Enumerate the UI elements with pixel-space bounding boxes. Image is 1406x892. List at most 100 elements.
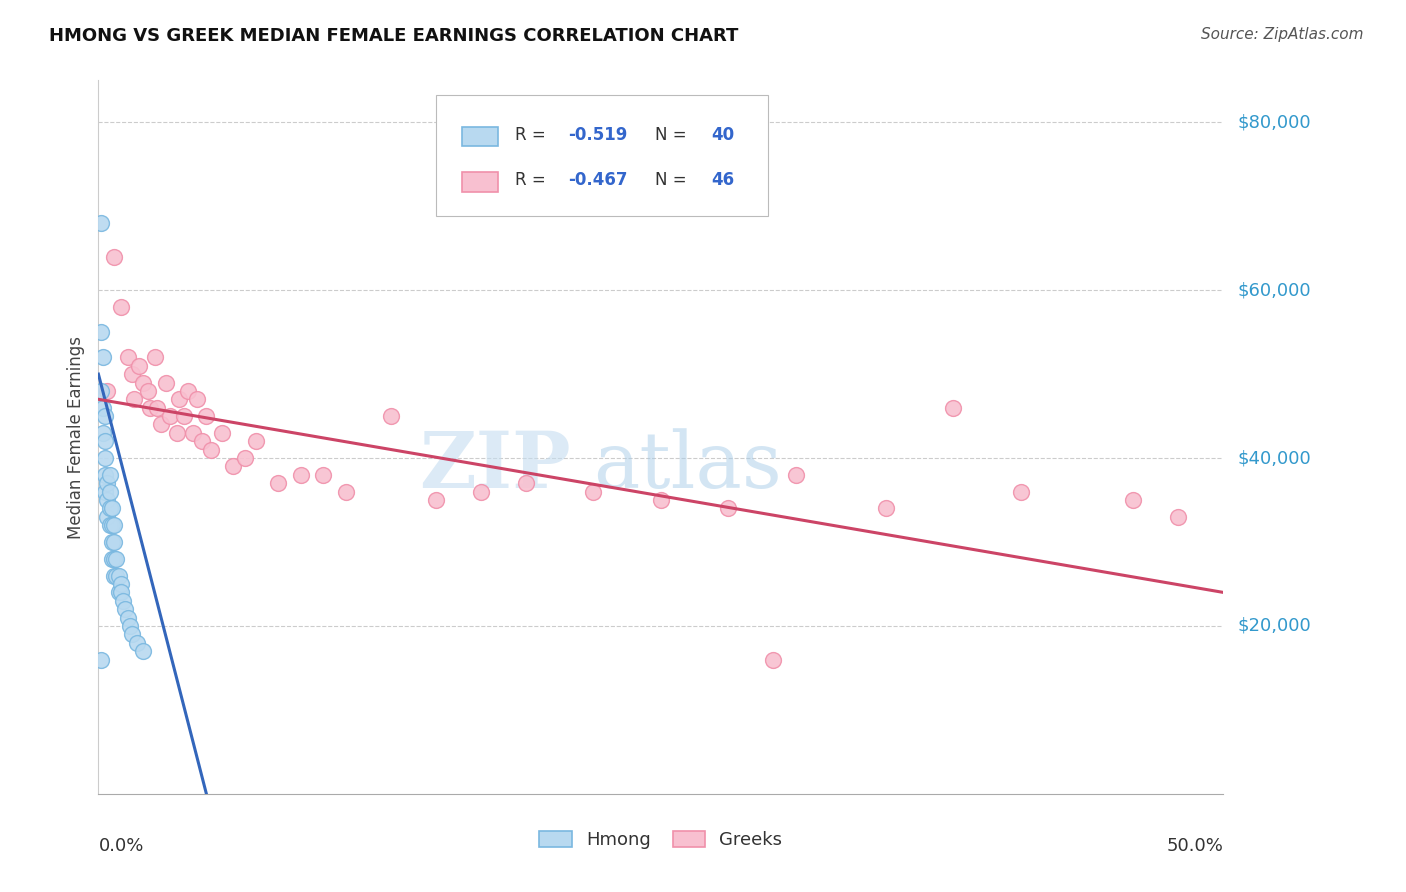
Point bbox=[91, 401, 114, 415]
Point bbox=[132, 644, 155, 658]
Point bbox=[762, 652, 785, 666]
Text: $80,000: $80,000 bbox=[1237, 113, 1310, 131]
Point bbox=[121, 367, 143, 381]
Point bbox=[582, 484, 605, 499]
Point bbox=[103, 250, 125, 264]
Point bbox=[942, 401, 965, 415]
Point bbox=[98, 484, 121, 499]
Point bbox=[181, 425, 204, 440]
Point bbox=[121, 627, 143, 641]
Point bbox=[101, 551, 124, 566]
Point bbox=[96, 384, 118, 398]
Point bbox=[105, 568, 128, 582]
Point bbox=[169, 392, 191, 407]
Point bbox=[245, 434, 267, 449]
Point bbox=[177, 384, 200, 398]
Point bbox=[96, 493, 118, 508]
Point bbox=[103, 551, 125, 566]
Point bbox=[132, 376, 155, 390]
Point bbox=[98, 501, 121, 516]
Text: 0.0%: 0.0% bbox=[98, 837, 143, 855]
Point bbox=[233, 451, 256, 466]
FancyBboxPatch shape bbox=[436, 95, 768, 216]
Point bbox=[90, 325, 112, 339]
Point bbox=[96, 476, 118, 491]
Point bbox=[166, 425, 188, 440]
Point bbox=[105, 551, 128, 566]
Point bbox=[107, 568, 129, 582]
Point bbox=[173, 409, 195, 423]
Point bbox=[150, 417, 173, 432]
Text: -0.467: -0.467 bbox=[568, 171, 628, 189]
Point bbox=[785, 467, 807, 482]
Point bbox=[312, 467, 335, 482]
Point bbox=[191, 434, 214, 449]
Point bbox=[195, 409, 218, 423]
Point bbox=[103, 535, 125, 549]
Point bbox=[380, 409, 402, 423]
Text: 50.0%: 50.0% bbox=[1167, 837, 1223, 855]
Text: 46: 46 bbox=[711, 171, 734, 189]
FancyBboxPatch shape bbox=[461, 127, 498, 146]
Point bbox=[139, 401, 162, 415]
Point bbox=[101, 501, 124, 516]
Point bbox=[103, 518, 125, 533]
Text: $60,000: $60,000 bbox=[1237, 281, 1310, 299]
Point bbox=[200, 442, 222, 457]
Point bbox=[290, 467, 312, 482]
FancyBboxPatch shape bbox=[461, 172, 498, 192]
Text: $40,000: $40,000 bbox=[1237, 449, 1310, 467]
Point bbox=[94, 467, 117, 482]
Point bbox=[146, 401, 169, 415]
Point bbox=[103, 568, 125, 582]
Point bbox=[94, 484, 117, 499]
Point bbox=[470, 484, 492, 499]
Point bbox=[211, 425, 233, 440]
Point bbox=[267, 476, 290, 491]
Point bbox=[125, 636, 148, 650]
Point bbox=[98, 467, 121, 482]
Point bbox=[101, 518, 124, 533]
Point bbox=[107, 585, 129, 599]
Text: 40: 40 bbox=[711, 126, 734, 144]
Point bbox=[128, 359, 150, 373]
Point bbox=[875, 501, 897, 516]
Point bbox=[1167, 509, 1189, 524]
Point bbox=[91, 425, 114, 440]
Point bbox=[650, 493, 672, 508]
Point bbox=[110, 585, 132, 599]
Point bbox=[717, 501, 740, 516]
Text: N =: N = bbox=[655, 171, 692, 189]
Text: $20,000: $20,000 bbox=[1237, 617, 1310, 635]
Point bbox=[90, 216, 112, 230]
Text: ZIP: ZIP bbox=[419, 427, 571, 504]
Point bbox=[118, 619, 141, 633]
Point bbox=[114, 602, 136, 616]
Text: N =: N = bbox=[655, 126, 692, 144]
Legend: Hmong, Greeks: Hmong, Greeks bbox=[531, 823, 790, 856]
Point bbox=[94, 434, 117, 449]
Text: -0.519: -0.519 bbox=[568, 126, 628, 144]
Point bbox=[425, 493, 447, 508]
Point bbox=[143, 351, 166, 365]
Text: R =: R = bbox=[515, 126, 551, 144]
Point bbox=[112, 594, 135, 608]
Point bbox=[117, 351, 139, 365]
Text: R =: R = bbox=[515, 171, 551, 189]
Point bbox=[155, 376, 177, 390]
Point bbox=[1122, 493, 1144, 508]
Point bbox=[94, 409, 117, 423]
Point bbox=[94, 451, 117, 466]
Point bbox=[101, 535, 124, 549]
Point bbox=[110, 577, 132, 591]
Y-axis label: Median Female Earnings: Median Female Earnings bbox=[67, 335, 86, 539]
Text: Source: ZipAtlas.com: Source: ZipAtlas.com bbox=[1201, 27, 1364, 42]
Point bbox=[98, 518, 121, 533]
Point bbox=[159, 409, 181, 423]
Point bbox=[90, 652, 112, 666]
Point bbox=[117, 610, 139, 624]
Point bbox=[90, 384, 112, 398]
Text: HMONG VS GREEK MEDIAN FEMALE EARNINGS CORRELATION CHART: HMONG VS GREEK MEDIAN FEMALE EARNINGS CO… bbox=[49, 27, 738, 45]
Point bbox=[136, 384, 159, 398]
Text: atlas: atlas bbox=[593, 428, 782, 503]
